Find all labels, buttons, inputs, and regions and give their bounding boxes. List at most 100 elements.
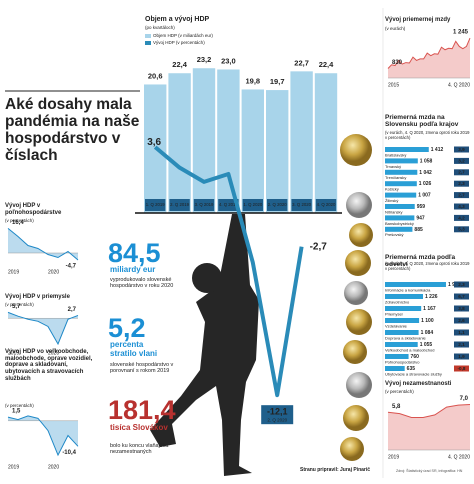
category-label: Doprava a skladovanie — [385, 335, 426, 340]
line-value-label: -2,7 — [310, 241, 328, 252]
chart-title: Vývoj priemernej mzdy — [385, 17, 451, 23]
bar-value-label: 1 100 — [421, 318, 434, 324]
value-label: 1,5 — [12, 409, 21, 415]
bar — [385, 366, 405, 371]
x-tick-label: 4. Q 2019 — [219, 202, 238, 207]
category-label: Košický — [385, 187, 399, 192]
bar — [385, 330, 419, 335]
category-label: Trenčiansky — [385, 175, 406, 180]
change-label: 4,2 — [458, 215, 465, 220]
line — [153, 145, 304, 398]
bar-value-label: 19,7 — [270, 77, 285, 86]
category-label: Bratislavský — [385, 152, 406, 157]
bar — [385, 215, 415, 221]
bar-value-label: 22,7 — [294, 58, 309, 67]
value-label: 5,7 — [12, 304, 21, 310]
change-box — [454, 317, 469, 324]
coin — [340, 134, 372, 166]
chart-subtitle: (v eurách, 4. Q 2020, zmena oproti roku … — [385, 261, 470, 271]
x-tick-label: 2020 — [48, 269, 59, 275]
change-box — [454, 341, 469, 348]
bar — [385, 181, 417, 187]
coin — [343, 340, 367, 364]
bar-value-label: 1 026 — [419, 181, 432, 187]
stat-unit: percenta stratilo vlani — [110, 340, 158, 358]
x-tick-label: 3. Q 2020 — [292, 202, 311, 207]
x-tick-label: 4. Q 2020 — [448, 454, 470, 460]
change-box — [454, 353, 469, 360]
chart-title: Vývoj HDP vo veľkoobchode, maloobchode, … — [5, 349, 93, 382]
coin — [346, 192, 372, 218]
bar-value-label: 1 042 — [419, 170, 432, 176]
coin — [343, 405, 369, 431]
bar — [385, 318, 420, 323]
credit-source: Zdroj: Štatistický úrad SR, infografika:… — [396, 469, 463, 473]
x-tick-label: 2020 — [48, 350, 59, 356]
chart-subtitle: (v percentách) — [5, 218, 34, 223]
line-category-label: 2. Q 2020 — [267, 417, 287, 422]
bar — [385, 192, 417, 198]
bar — [192, 68, 216, 214]
bar-value-label: 22,4 — [172, 60, 187, 69]
chart-subtitle: (v eurách, 4. Q 2020, zmena oproti roku … — [385, 130, 470, 140]
bar — [385, 169, 418, 175]
man-silhouette — [150, 214, 259, 476]
change-label: 6,7 — [458, 294, 465, 299]
change-box — [454, 180, 469, 187]
coin — [346, 309, 372, 335]
change-label: 4,3 — [458, 204, 465, 209]
bar-value-label: 22,4 — [319, 60, 334, 69]
bar — [385, 226, 413, 232]
bar — [217, 69, 240, 213]
legend-label: Vývoj HDP (v percentách) — [153, 40, 205, 45]
chart-title: Priemerná mzda na Slovensku podľa krajov — [385, 114, 459, 129]
value-box — [261, 405, 294, 425]
change-label: 2,6 — [458, 318, 465, 323]
coin — [349, 223, 373, 247]
bar-value-label: 20,6 — [148, 71, 163, 80]
change-box — [454, 192, 469, 199]
chart-title: Objem a vývoj HDP — [145, 16, 210, 23]
x-tick-label: 4. Q 2020 — [317, 202, 336, 207]
stat-value: 5,2 — [108, 313, 146, 343]
chart-subtitle: (v percentách) — [5, 302, 34, 307]
category-box — [218, 199, 239, 211]
category-label: Banskobystrický — [385, 221, 414, 226]
line-layer: 3,6-12,12. Q 2020-2,7 — [147, 137, 328, 425]
change-label: 3,9 — [458, 147, 465, 152]
category-label: Veľkoobchod a maloobchod — [385, 347, 434, 352]
change-box — [454, 169, 469, 176]
category-label: Poľnohospodárstvo — [385, 359, 420, 364]
chart-title: Priemerná mzda podľa odvetví — [385, 254, 456, 269]
chart-subtitle: (v eurách) — [385, 26, 406, 31]
line — [7, 311, 79, 346]
bar — [385, 354, 409, 359]
change-label: 2,3 — [458, 181, 465, 186]
value-label: 2,7 — [68, 307, 77, 313]
bar — [385, 147, 429, 152]
line — [387, 37, 471, 69]
chart-subtitle: (v percentách) — [5, 403, 34, 408]
x-tick-label: 1. Q 2020 — [243, 202, 262, 207]
bar-value-label: 885 — [414, 227, 423, 233]
change-label: 2,3 — [458, 282, 465, 287]
legend-swatch — [145, 41, 151, 45]
value-label: 16,4 — [12, 220, 24, 226]
change-box — [454, 281, 469, 288]
value-label: -4,7 — [66, 264, 77, 270]
change-label: 2,7 — [458, 193, 465, 198]
bar — [385, 294, 424, 299]
change-box — [454, 365, 469, 372]
category-box — [193, 199, 215, 211]
category-label: Nitriansky — [385, 209, 403, 214]
bar — [385, 204, 415, 209]
x-tick-label: 1. Q 2019 — [146, 202, 165, 207]
coins — [340, 134, 373, 461]
category-label: Priemysel — [385, 311, 403, 316]
stat-value: 84,5 — [108, 238, 161, 268]
bar-value-label: 1 058 — [420, 158, 433, 164]
legend-label: Objem HDP (v miliardách eur) — [153, 33, 213, 38]
chart-title: Vývoj HDP v poľnohospodárstve — [5, 203, 62, 216]
